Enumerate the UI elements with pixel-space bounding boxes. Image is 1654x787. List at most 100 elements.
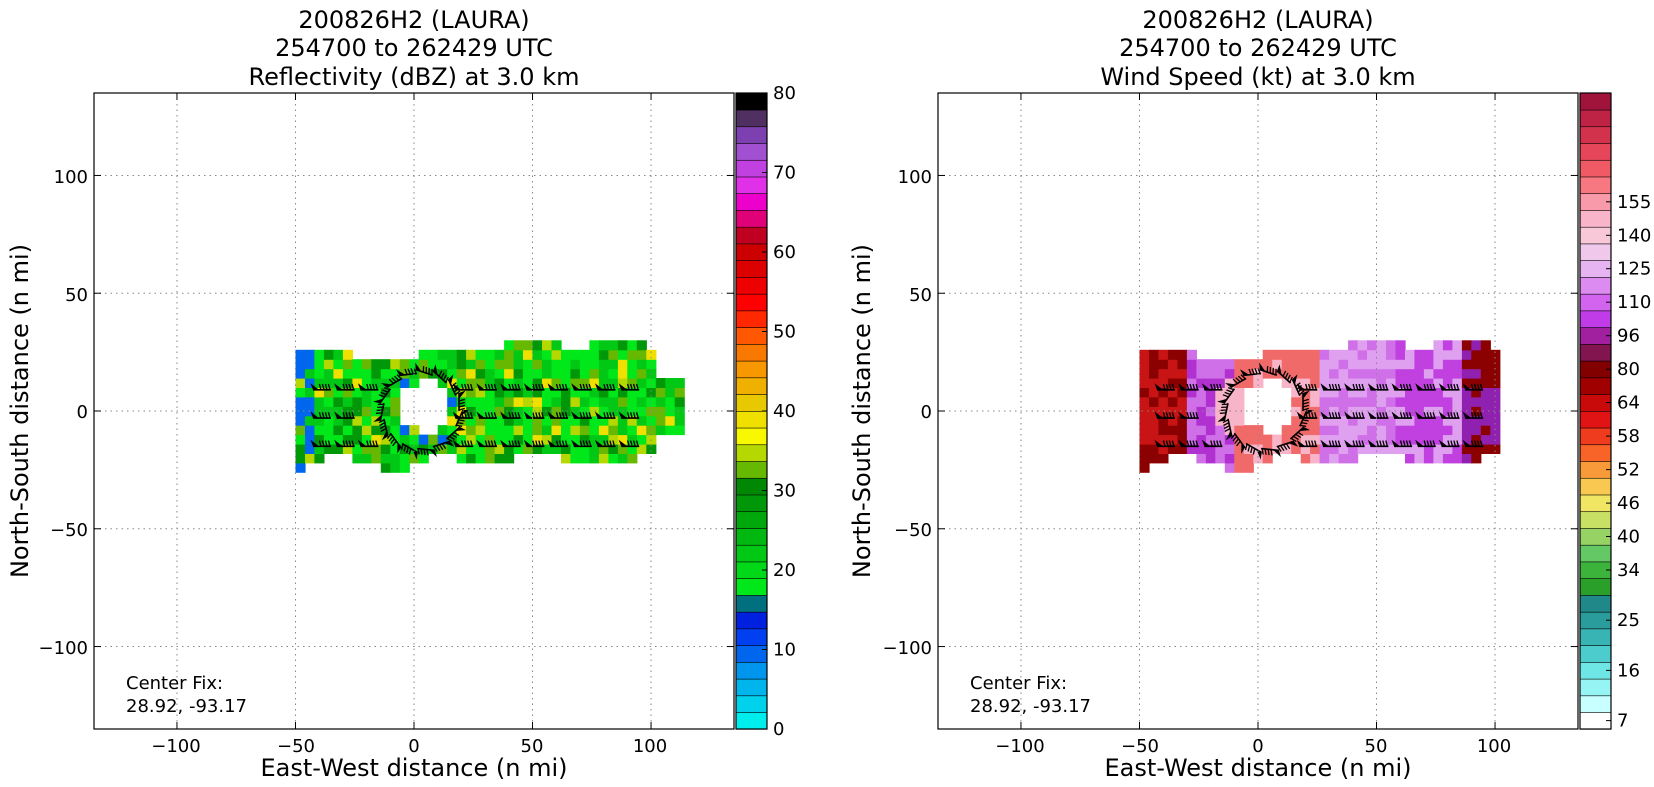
field-cell [1329,444,1340,454]
wind-speed-colorbar: 7 16 25 34 40 46 52 58 64 80 96 110 125 140 155 [1579,92,1651,732]
field-cell [627,368,638,379]
colorbar-cell [735,494,768,513]
wind-speed-panel: 200826H2 (LAURA) 254700 to 262429 UTC Wi… [848,6,1651,782]
field-cell [513,378,524,388]
field-cell [589,378,600,388]
reflectivity-colorbar: 0 10 20 30 40 50 60 70 80 [735,83,796,740]
field-cell [494,444,505,454]
field-cell [1367,368,1378,379]
field-cell [1405,387,1416,398]
wind-barb [476,383,497,391]
field-cell [532,444,543,454]
field-cell [314,378,325,388]
field-cell [1300,434,1311,445]
wind-barb [1391,439,1413,448]
wind-barb [1415,439,1436,448]
field-cell [523,396,534,407]
wind-barb [310,439,331,448]
colorbar-cell [735,444,768,462]
y-tick-labels: 100 50 0 −50 −100 [39,167,88,659]
field-cell [314,368,325,379]
field-cell [494,359,505,370]
field-cell [504,425,515,436]
field-cell [1310,396,1321,407]
colorbar-cell [735,578,768,596]
x-tick-label: −100 [995,736,1044,757]
field-cell [1442,378,1453,388]
field-cell [532,368,543,379]
field-cell [1300,368,1311,379]
field-cell [1205,453,1216,464]
colorbar-cell [1579,511,1612,529]
wind-barb [1367,439,1389,448]
colorbar-cell [735,159,768,178]
field-cell [1310,349,1321,360]
field-cell [371,406,382,417]
colorbar-cell [735,142,768,161]
field-cell [305,434,316,445]
field-cell [1386,387,1397,398]
field-cell [655,415,666,426]
field-cell [1471,368,1482,379]
colorbar-cell [1579,544,1612,563]
field-cell [1395,349,1406,360]
field-cell [361,378,372,388]
wind-barb [415,362,434,376]
field-cell [579,444,590,454]
field-cell [1348,453,1359,464]
field-cell [665,387,676,398]
field-cell [1291,396,1302,407]
field-cell [570,415,581,426]
field-cell [1490,406,1501,417]
field-cell [1357,396,1368,407]
field-cell [380,462,391,473]
field-cell [437,434,448,445]
field-cell [589,349,600,360]
wind-barb [618,439,640,448]
field-cell [1357,359,1368,370]
wind-barb [1261,447,1281,458]
field-cell [1357,444,1368,454]
field-cell [636,396,647,407]
field-cell [1319,415,1330,426]
field-cell [504,434,515,445]
field-cell [1433,359,1444,370]
field-cell [1310,359,1321,370]
field-cell [371,453,382,464]
field-cell [352,444,363,454]
field-cell [1167,349,1178,360]
field-cell [523,406,534,417]
field-cell [1310,434,1321,445]
reflectivity-panel: 200826H2 (LAURA) 254700 to 262429 UTC Re… [6,6,796,782]
field-cell [1281,349,1292,360]
field-cell [1310,368,1321,379]
colorbar-tick-label: 80 [1617,359,1640,380]
field-cell [1386,349,1397,360]
wind-barb [1462,439,1484,448]
wind-barb [432,440,455,452]
field-cell [371,444,382,454]
field-cell [1177,406,1188,417]
colorbar-cell [735,293,768,312]
field-cell [466,359,477,370]
y-tick-label: 100 [54,167,88,188]
field-cell [1442,406,1453,417]
field-cell [1300,349,1311,360]
field-cell [1196,453,1207,464]
field-cell [1348,406,1359,417]
field-cell [589,444,600,454]
field-cell [494,387,505,398]
field-cell [1177,368,1188,379]
field-cell [1149,453,1160,464]
field-cell [409,359,420,370]
field-cell [579,434,590,445]
field-cell [1423,396,1434,407]
field-cell [1386,444,1397,454]
field-cell [1442,387,1453,398]
field-cell [1461,396,1472,407]
field-cell [1433,387,1444,398]
colorbar-tick-label: 80 [773,83,796,104]
wind-barb [618,411,640,419]
field-cell [1376,406,1387,417]
wind-barb [1344,439,1365,448]
